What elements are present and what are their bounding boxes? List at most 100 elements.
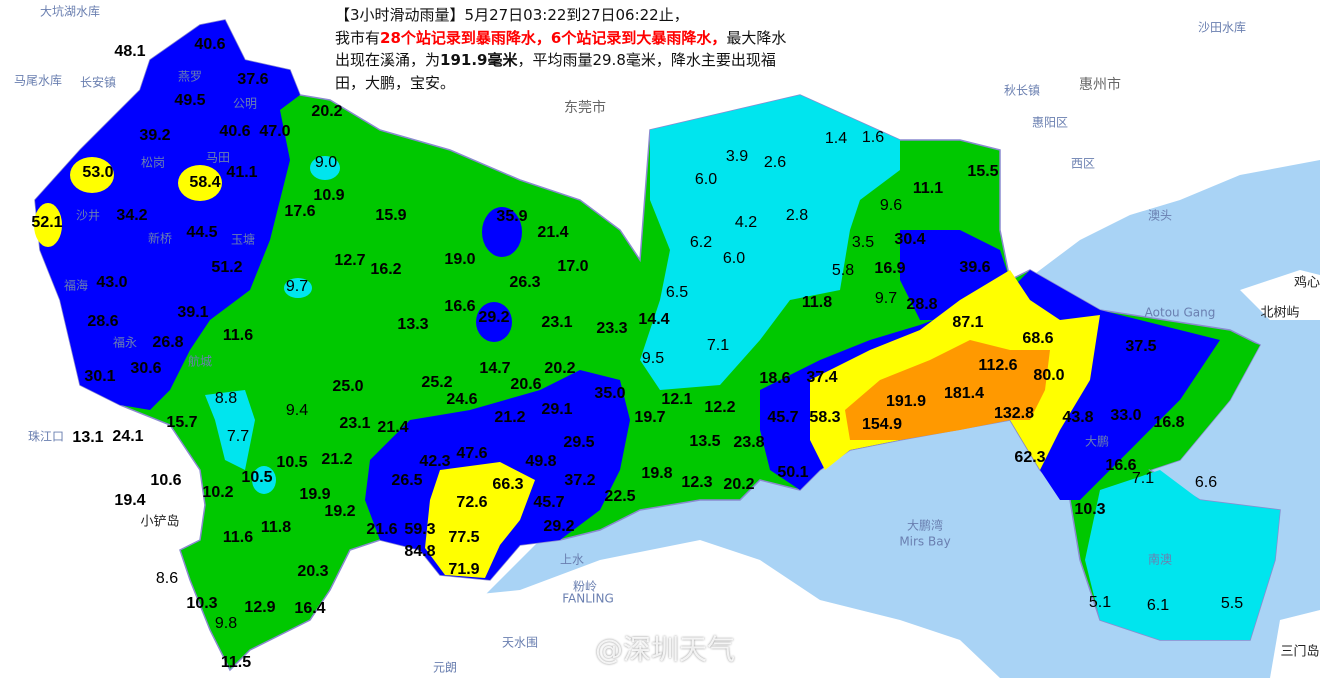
rainfall-value-label: 20.2 <box>723 476 754 493</box>
notice-highlight: 28个站记录到暴雨降水，6个站记录到大暴雨降水， <box>380 28 727 47</box>
rainfall-value-label: 23.3 <box>596 320 627 337</box>
rainfall-value-label: 9.8 <box>215 615 237 632</box>
rainfall-value-label: 77.5 <box>448 529 479 546</box>
rainfall-value-label: 9.7 <box>286 278 308 295</box>
rainfall-value-label: 16.6 <box>444 298 475 315</box>
rainfall-value-label: 23.1 <box>339 415 370 432</box>
rainfall-value-label: 154.9 <box>862 416 902 433</box>
rainfall-value-label: 22.5 <box>604 488 635 505</box>
place-label: 鸡心 <box>1294 275 1320 291</box>
rainfall-value-label: 112.6 <box>978 357 1017 374</box>
rainfall-value-label: 11.6 <box>223 529 253 546</box>
rainfall-value-label: 14.7 <box>479 360 510 377</box>
rainfall-value-label: 16.9 <box>874 260 905 277</box>
region-cyan-nanao <box>1085 470 1280 640</box>
place-label: 西区 <box>1071 157 1095 171</box>
rainfall-value-label: 62.3 <box>1014 449 1045 466</box>
notice-suffix: ，平均雨量29.8毫米，降水主要出现福田，大鹏，宝安。 <box>335 51 776 92</box>
rainfall-value-label: 2.8 <box>786 207 808 224</box>
rainfall-value-label: 49.8 <box>525 453 556 470</box>
place-label: 燕罗 <box>178 70 202 84</box>
rainfall-value-label: 19.7 <box>634 409 665 426</box>
rainfall-value-label: 58.4 <box>189 174 220 191</box>
rainfall-value-label: 50.1 <box>777 464 808 481</box>
rainfall-value-label: 8.6 <box>156 570 178 587</box>
rainfall-value-label: 8.8 <box>215 390 237 407</box>
rainfall-value-label: 17.0 <box>557 258 588 275</box>
rainfall-value-label: 39.2 <box>139 127 170 144</box>
rainfall-value-label: 20.6 <box>510 376 541 393</box>
region-green-dapeng <box>1140 335 1260 470</box>
place-label: 东莞市 <box>564 99 606 116</box>
region-yellow-futian <box>425 462 535 578</box>
notice-prefix: 我市有 <box>335 28 381 47</box>
rainfall-value-label: 16.6 <box>1105 457 1136 474</box>
rainfall-value-label: 25.0 <box>332 378 363 395</box>
shenzhen-rainfall-regions <box>34 19 1281 672</box>
rainfall-value-label: 14.4 <box>638 311 669 328</box>
rainfall-value-label: 10.5 <box>276 454 307 471</box>
rainfall-value-label: 16.4 <box>294 600 325 617</box>
place-label: 惠阳区 <box>1032 116 1068 130</box>
rainfall-value-label: 35.0 <box>594 385 625 402</box>
rainfall-value-label: 30.4 <box>894 231 925 248</box>
rainfall-value-label: 47.6 <box>456 445 487 462</box>
rainfall-value-label: 37.4 <box>806 369 837 386</box>
rainfall-value-label: 13.1 <box>72 429 103 446</box>
rainfall-value-label: 21.4 <box>377 419 408 436</box>
rainfall-value-label: 26.8 <box>152 334 183 351</box>
place-label: 玉塘 <box>231 232 255 247</box>
rainfall-value-label: 1.4 <box>825 130 847 147</box>
place-label: 大鹏 <box>1085 435 1109 449</box>
rainfall-value-label: 1.6 <box>862 129 884 146</box>
place-label: 惠州市 <box>1079 76 1121 93</box>
rainfall-value-label: 6.2 <box>690 234 712 251</box>
rainfall-value-label: 53.0 <box>82 164 113 181</box>
rainfall-value-label: 26.3 <box>509 274 540 291</box>
rainfall-value-label: 9.5 <box>642 350 664 367</box>
rainfall-value-label: 5.1 <box>1089 594 1111 611</box>
rainfall-value-label: 80.0 <box>1033 367 1064 384</box>
rainfall-value-label: 42.3 <box>419 453 450 470</box>
rainfall-value-label: 18.6 <box>759 370 790 387</box>
place-label: 福海 <box>64 278 88 293</box>
rainfall-value-label: 3.5 <box>852 234 874 251</box>
rainfall-value-label: 16.2 <box>370 261 401 278</box>
region-orange-east <box>845 340 1050 440</box>
rainfall-value-label: 33.0 <box>1110 407 1141 424</box>
rainfall-value-label: 3.9 <box>726 148 748 165</box>
rainfall-value-label: 9.4 <box>286 402 308 419</box>
place-label: 马尾水库 <box>14 73 62 88</box>
rainfall-value-label: 11.8 <box>261 519 291 536</box>
rainfall-value-labels: 48.1 40.6 37.6 49.5 39.2 40.6 47.0 20.2 9.0 53.0 5… <box>31 36 1243 671</box>
rainfall-value-label: 10.2 <box>202 484 233 501</box>
rainfall-value-label: 11.6 <box>223 327 253 344</box>
notice-mid: 最大降水出现在溪涌，为 <box>335 28 787 70</box>
rainfall-value-label: 66.3 <box>492 476 523 493</box>
rainfall-value-label: 15.5 <box>967 163 998 180</box>
rainfall-value-label: 71.9 <box>448 561 479 578</box>
rainfall-value-label: 87.1 <box>952 314 983 331</box>
rainfall-value-label: 10.3 <box>186 595 217 612</box>
place-label: 秋长镇 <box>1004 84 1040 98</box>
rainfall-value-label: 44.5 <box>186 224 217 241</box>
rainfall-value-label: 47.0 <box>259 123 290 140</box>
rainfall-value-label: 19.9 <box>299 486 330 503</box>
rainfall-value-label: 20.3 <box>297 563 328 580</box>
notice-max-value: 191.9毫米 <box>440 51 518 69</box>
rainfall-value-label: 39.6 <box>959 259 990 276</box>
rainfall-value-label: 11.1 <box>913 180 943 197</box>
rainfall-value-label: 48.1 <box>114 43 145 60</box>
rainfall-value-label: 13.5 <box>689 433 720 450</box>
rainfall-value-label: 6.5 <box>666 284 688 301</box>
rainfall-value-label: 34.2 <box>116 207 147 224</box>
place-label: 松岗 <box>141 156 165 170</box>
notice-line1: 【3小时滑动雨量】5月27日03:22到27日06:22止， <box>335 6 689 24</box>
rainfall-value-label: 6.0 <box>695 171 717 188</box>
rainfall-value-label: 15.7 <box>166 414 197 431</box>
rainfall-value-label: 58.3 <box>809 409 840 426</box>
place-label: 澳头 <box>1148 209 1172 223</box>
rainfall-value-label: 12.9 <box>244 599 275 616</box>
rainfall-value-label: 45.7 <box>533 494 564 511</box>
rainfall-value-label: 11.5 <box>221 654 251 671</box>
